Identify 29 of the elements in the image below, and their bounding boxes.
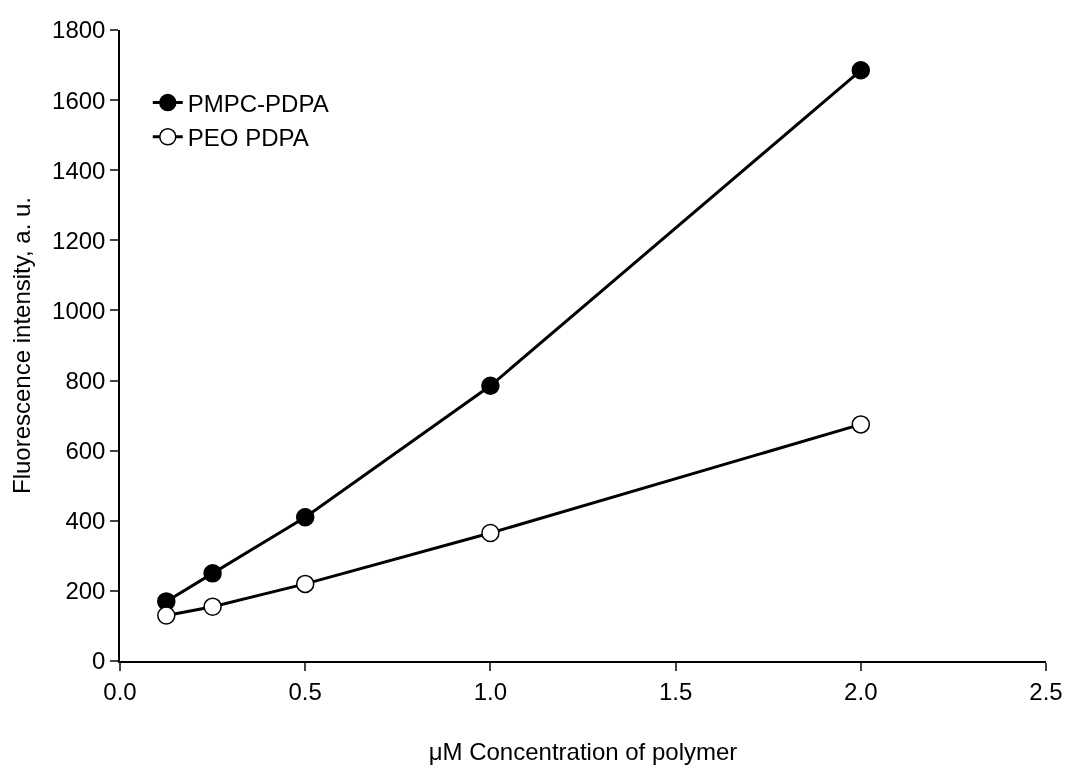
point [295,574,315,594]
y-tick-label: 200 [65,577,106,605]
y-tick-label: 400 [65,507,106,535]
y-tick-label: 800 [65,366,106,394]
y-tick-label: 1200 [52,226,106,254]
y-tick-label: 1600 [52,86,106,114]
x-axis-title: μM Concentration of polymer [428,738,738,766]
point [851,415,871,434]
x-tick-label: 1.5 [658,677,693,705]
y-tick-label: 0 [92,647,106,675]
y-tick-label: 600 [65,437,106,465]
y-axis-title: Fluorescence intensity, a. u. [7,196,35,495]
point [851,61,871,80]
legend-label: PEO PDPA [187,124,309,152]
x-tick-label: 1.0 [473,677,508,705]
legend-label: PMPC-PDPA [187,89,329,117]
y-tick-label: 1000 [52,296,106,324]
point [295,508,315,527]
x-tick-label: 2.5 [1029,677,1063,705]
y-tick-label: 1400 [52,156,106,184]
point [481,376,500,396]
point [481,523,500,543]
point [203,564,222,583]
point [157,606,176,625]
point [203,597,222,616]
x-tick-label: 0.5 [288,677,322,705]
y-tick-label: 1800 [52,16,106,44]
x-tick-label: 2.0 [844,677,878,705]
x-tick-label: 0.0 [103,677,137,705]
